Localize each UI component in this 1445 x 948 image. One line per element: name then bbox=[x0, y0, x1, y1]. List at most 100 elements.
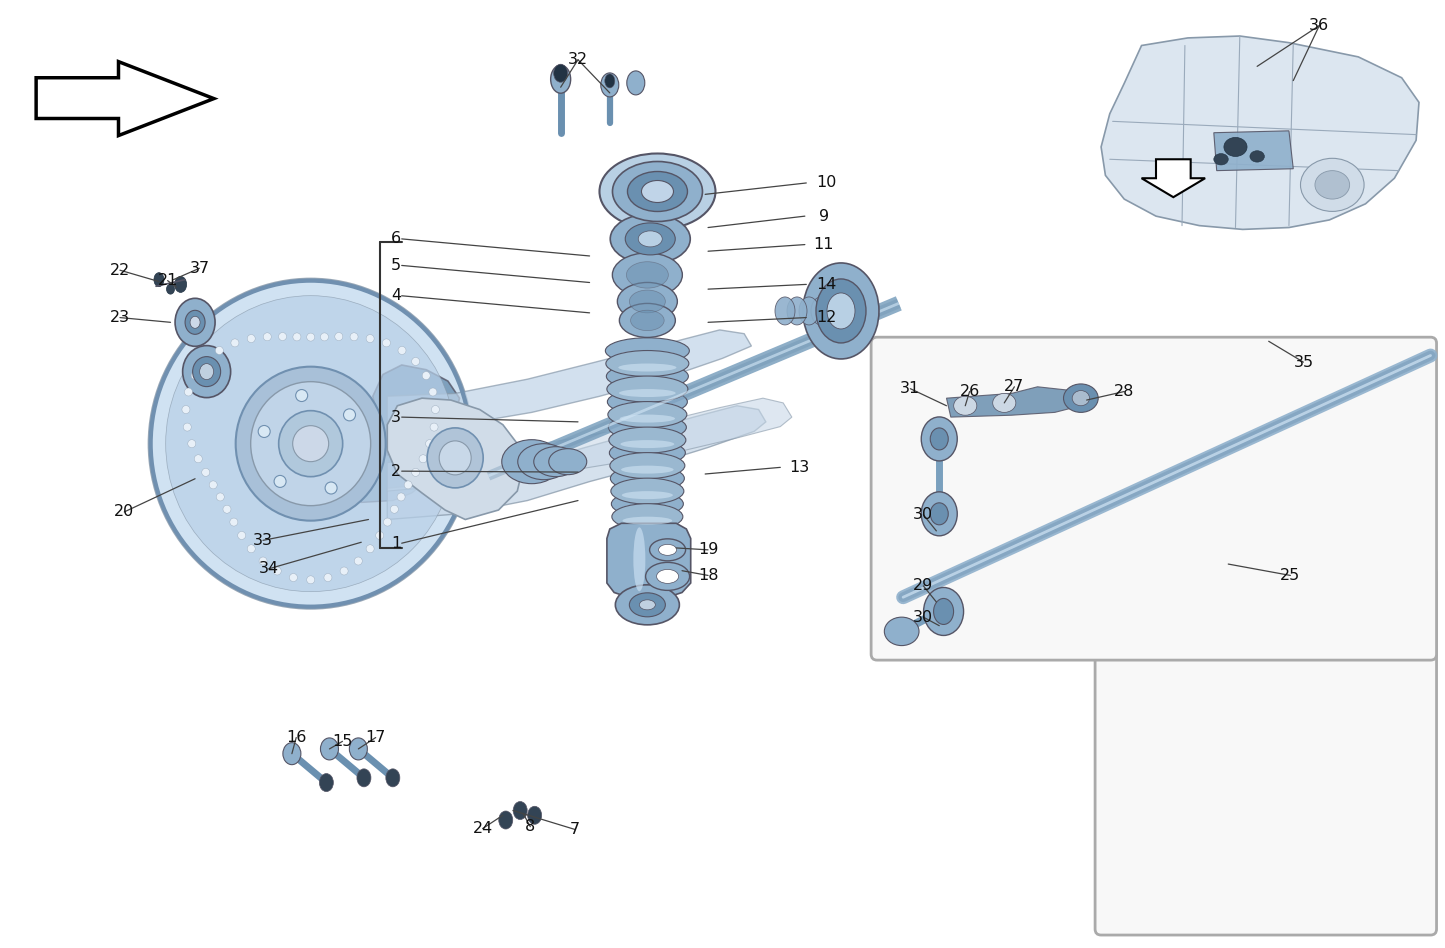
Ellipse shape bbox=[607, 389, 688, 415]
Ellipse shape bbox=[428, 428, 483, 488]
Text: 30: 30 bbox=[913, 507, 933, 522]
Ellipse shape bbox=[1064, 384, 1098, 412]
Ellipse shape bbox=[188, 440, 195, 447]
Ellipse shape bbox=[639, 231, 662, 246]
Ellipse shape bbox=[803, 263, 879, 359]
FancyBboxPatch shape bbox=[1095, 568, 1436, 935]
Polygon shape bbox=[387, 406, 766, 520]
Ellipse shape bbox=[993, 393, 1016, 412]
Ellipse shape bbox=[283, 742, 301, 765]
Text: 6: 6 bbox=[390, 231, 402, 246]
Text: 28: 28 bbox=[1114, 384, 1134, 399]
Ellipse shape bbox=[306, 575, 315, 584]
Text: 24: 24 bbox=[473, 821, 493, 836]
Ellipse shape bbox=[626, 262, 669, 288]
Ellipse shape bbox=[250, 382, 371, 505]
Text: 14: 14 bbox=[816, 277, 837, 292]
Ellipse shape bbox=[231, 338, 238, 347]
Ellipse shape bbox=[816, 279, 866, 343]
Ellipse shape bbox=[149, 279, 473, 609]
Ellipse shape bbox=[626, 223, 675, 255]
Polygon shape bbox=[353, 446, 431, 502]
Text: 4: 4 bbox=[390, 288, 402, 303]
Ellipse shape bbox=[610, 452, 685, 479]
Ellipse shape bbox=[611, 478, 683, 504]
Ellipse shape bbox=[611, 503, 683, 530]
Ellipse shape bbox=[646, 562, 689, 591]
Ellipse shape bbox=[527, 807, 542, 824]
Ellipse shape bbox=[639, 600, 656, 610]
Polygon shape bbox=[387, 398, 523, 520]
Ellipse shape bbox=[306, 333, 315, 341]
Polygon shape bbox=[946, 387, 1081, 417]
Text: 3: 3 bbox=[392, 410, 400, 425]
Ellipse shape bbox=[247, 335, 256, 342]
Ellipse shape bbox=[215, 346, 224, 355]
Ellipse shape bbox=[610, 465, 685, 491]
Polygon shape bbox=[1214, 131, 1293, 171]
Text: 11: 11 bbox=[814, 237, 834, 252]
Text: 25: 25 bbox=[1280, 568, 1300, 583]
Ellipse shape bbox=[210, 481, 217, 489]
Ellipse shape bbox=[923, 588, 964, 635]
Ellipse shape bbox=[325, 482, 337, 494]
Ellipse shape bbox=[499, 811, 513, 829]
Polygon shape bbox=[1142, 159, 1205, 197]
Ellipse shape bbox=[627, 71, 644, 95]
Ellipse shape bbox=[376, 532, 384, 539]
Ellipse shape bbox=[627, 172, 688, 211]
Ellipse shape bbox=[191, 372, 199, 379]
Ellipse shape bbox=[1315, 171, 1350, 199]
Ellipse shape bbox=[185, 388, 192, 396]
Ellipse shape bbox=[618, 363, 676, 372]
Ellipse shape bbox=[324, 574, 332, 581]
Ellipse shape bbox=[605, 351, 689, 376]
Text: 21: 21 bbox=[158, 273, 178, 288]
Ellipse shape bbox=[620, 414, 675, 423]
Ellipse shape bbox=[553, 64, 568, 82]
Ellipse shape bbox=[617, 283, 678, 320]
Ellipse shape bbox=[185, 310, 205, 335]
Ellipse shape bbox=[419, 455, 428, 463]
Text: 17: 17 bbox=[366, 730, 386, 745]
Polygon shape bbox=[607, 523, 691, 597]
Ellipse shape bbox=[611, 491, 683, 517]
Ellipse shape bbox=[656, 570, 679, 583]
Ellipse shape bbox=[931, 502, 948, 525]
Ellipse shape bbox=[827, 293, 855, 329]
Ellipse shape bbox=[431, 423, 438, 431]
Ellipse shape bbox=[884, 617, 919, 646]
Text: 9: 9 bbox=[818, 209, 829, 224]
Ellipse shape bbox=[613, 161, 702, 222]
Ellipse shape bbox=[621, 479, 673, 486]
Ellipse shape bbox=[618, 351, 676, 358]
Ellipse shape bbox=[600, 154, 715, 229]
Ellipse shape bbox=[432, 406, 439, 413]
Ellipse shape bbox=[551, 65, 571, 93]
Ellipse shape bbox=[620, 402, 675, 410]
Ellipse shape bbox=[184, 423, 191, 431]
Ellipse shape bbox=[1214, 154, 1228, 165]
Ellipse shape bbox=[366, 545, 374, 553]
Ellipse shape bbox=[775, 297, 795, 325]
Ellipse shape bbox=[289, 574, 298, 581]
Ellipse shape bbox=[788, 297, 806, 325]
Ellipse shape bbox=[293, 426, 328, 462]
Text: 18: 18 bbox=[698, 568, 718, 583]
Ellipse shape bbox=[620, 428, 675, 435]
Text: 35: 35 bbox=[1293, 355, 1314, 370]
Ellipse shape bbox=[259, 557, 267, 565]
Polygon shape bbox=[387, 398, 792, 491]
Ellipse shape bbox=[344, 409, 355, 421]
Polygon shape bbox=[1101, 36, 1419, 229]
Ellipse shape bbox=[383, 518, 392, 526]
Ellipse shape bbox=[279, 410, 342, 477]
Ellipse shape bbox=[202, 357, 210, 366]
Ellipse shape bbox=[191, 317, 199, 328]
Ellipse shape bbox=[549, 448, 587, 475]
Ellipse shape bbox=[155, 273, 163, 286]
Text: 36: 36 bbox=[1309, 18, 1329, 33]
Ellipse shape bbox=[630, 290, 665, 313]
Text: 30: 30 bbox=[913, 610, 933, 625]
Ellipse shape bbox=[933, 598, 954, 625]
